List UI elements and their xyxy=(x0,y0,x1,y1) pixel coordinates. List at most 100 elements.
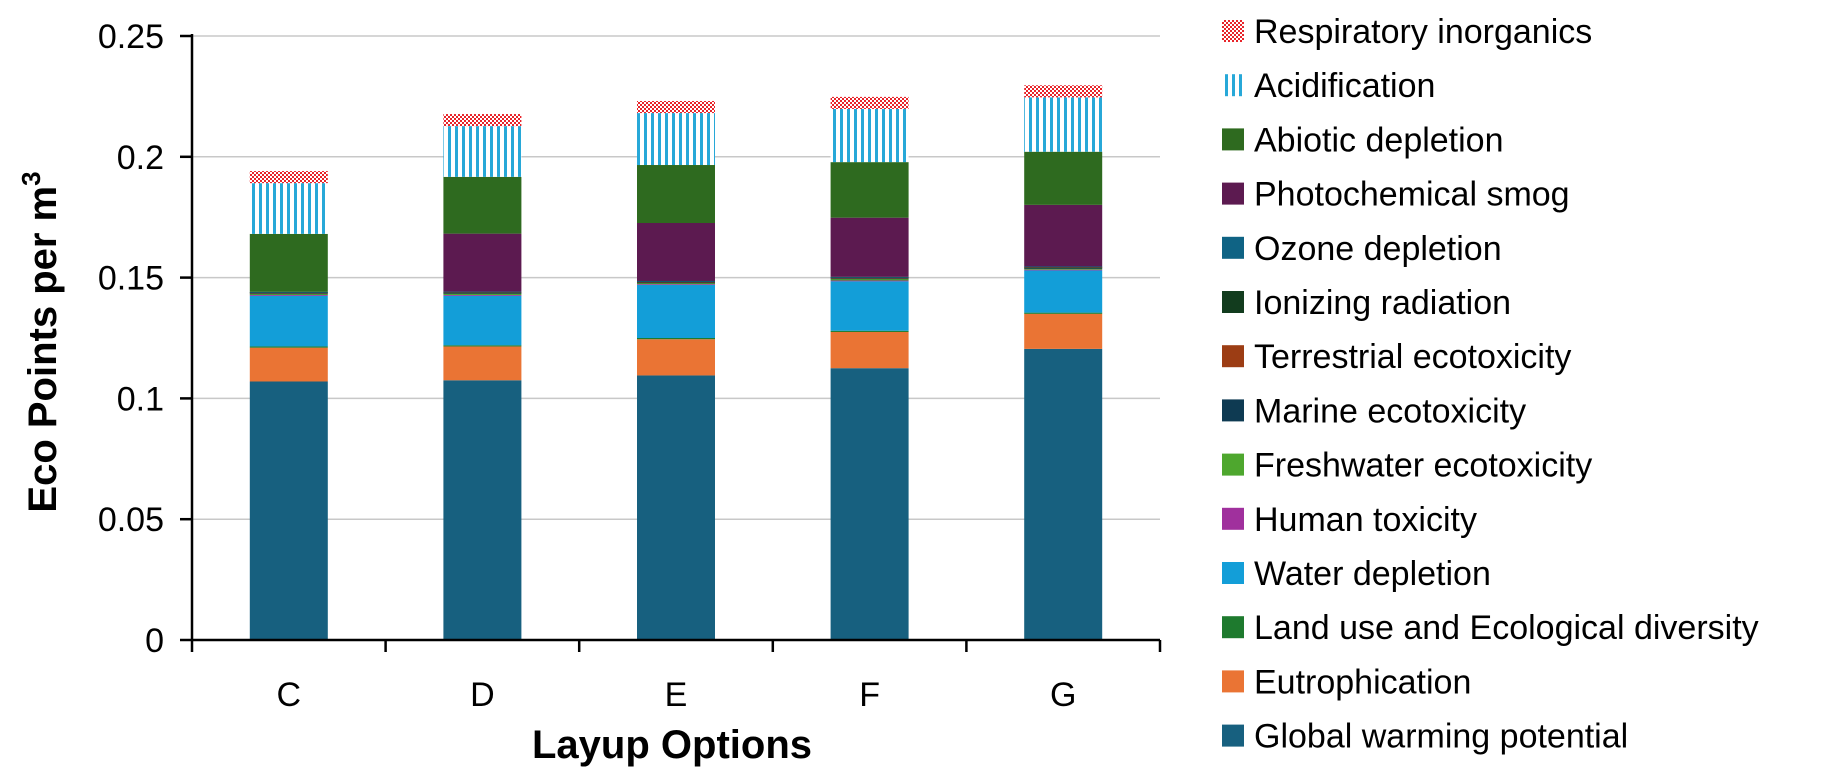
y-axis-title-superscript: 3 xyxy=(16,171,46,185)
legend-label: Eutrophication xyxy=(1254,663,1471,701)
bar-segment xyxy=(443,114,522,127)
y-tick-label: 0.1 xyxy=(117,380,164,418)
x-tick-label: C xyxy=(277,676,302,714)
y-tick-label: 0.05 xyxy=(98,501,164,539)
bar-segment xyxy=(830,281,909,331)
bar-segment xyxy=(830,278,909,281)
legend: Respiratory inorganics Acidification Abiot… xyxy=(1222,13,1759,756)
bar-segment xyxy=(1024,151,1103,205)
bars xyxy=(249,85,1103,640)
legend-item: Global warming potential xyxy=(1222,718,1628,756)
bar-segment xyxy=(443,233,522,292)
bar-segment xyxy=(637,165,715,223)
bar-segment xyxy=(830,368,909,640)
bar-segment xyxy=(637,282,715,285)
legend-label: Marine ecotoxicity xyxy=(1254,392,1526,430)
axes xyxy=(190,34,1162,652)
bar-segment xyxy=(443,380,522,640)
bar-segment xyxy=(1024,266,1103,268)
bar-segment xyxy=(249,381,328,640)
bar-segment xyxy=(1024,268,1103,270)
legend-item: Terrestrial ecotoxicity xyxy=(1222,338,1571,376)
bar-segment xyxy=(1024,312,1103,314)
y-tick-label: 0 xyxy=(145,622,164,660)
legend-swatch xyxy=(1222,74,1244,97)
legend-swatch xyxy=(1222,345,1244,368)
bar-stack-C xyxy=(249,171,328,640)
bar-stack-F xyxy=(830,96,909,640)
bar-segment xyxy=(1024,348,1103,640)
y-tick-label: 0.2 xyxy=(117,139,164,177)
legend-label: Photochemical smog xyxy=(1254,176,1570,214)
legend-swatch xyxy=(1222,507,1244,530)
y-axis-title-main: Eco Points per m xyxy=(21,186,65,513)
bar-segment xyxy=(249,294,328,296)
legend-swatch xyxy=(1222,562,1244,584)
bar-segment xyxy=(637,100,715,114)
legend-label: Acidification xyxy=(1254,67,1435,105)
bar-segment xyxy=(1024,267,1103,269)
bar-segment xyxy=(830,276,909,278)
x-axis-title: Layup Options xyxy=(532,723,812,767)
legend-swatch xyxy=(1222,453,1244,476)
bar-stack-G xyxy=(1024,85,1103,640)
bar-segment xyxy=(830,331,909,369)
legend-swatch xyxy=(1222,399,1244,422)
x-tick-label: G xyxy=(1050,676,1076,714)
legend-label: Terrestrial ecotoxicity xyxy=(1254,338,1571,376)
bar-segment xyxy=(443,176,522,234)
bar-segment xyxy=(443,345,522,347)
bar-segment xyxy=(637,280,715,282)
legend-label: Respiratory inorganics xyxy=(1254,13,1592,51)
bar-segment xyxy=(637,284,715,338)
bar-segment xyxy=(830,330,909,332)
bar-segment xyxy=(637,222,715,281)
bar-segment xyxy=(1024,97,1103,152)
bar-segment xyxy=(249,291,328,293)
bar-segment xyxy=(249,233,328,292)
bar-segment xyxy=(830,280,909,282)
legend-label: Water depletion xyxy=(1254,555,1491,593)
legend-item: Land use and Ecological diversity xyxy=(1222,609,1759,647)
legend-item: Acidification xyxy=(1222,67,1435,105)
y-tick-label: 0.25 xyxy=(98,18,164,56)
bar-segment xyxy=(830,96,909,109)
bar-segment xyxy=(830,277,909,279)
legend-swatch xyxy=(1222,128,1244,151)
bar-segment xyxy=(830,108,909,163)
bar-segment xyxy=(637,113,715,166)
bar-segment xyxy=(443,293,522,295)
tick-labels: 0 0.05 0.1 0.15 0.2 0.25 C D E F G xyxy=(98,18,1077,714)
legend-swatch xyxy=(1222,291,1244,313)
legend-label: Freshwater ecotoxicity xyxy=(1254,447,1592,485)
bar-segment xyxy=(830,278,909,280)
legend-label: Human toxicity xyxy=(1254,501,1477,539)
legend-label: Ionizing radiation xyxy=(1254,284,1511,322)
bar-stack-D xyxy=(443,114,522,640)
legend-swatch xyxy=(1222,670,1244,693)
bar-segment xyxy=(637,375,715,640)
bar-segment xyxy=(637,282,715,284)
y-tick-label: 0.15 xyxy=(98,260,164,298)
bar-segment xyxy=(830,217,909,277)
bar-segment xyxy=(1024,313,1103,349)
legend-item: Respiratory inorganics xyxy=(1222,13,1592,51)
legend-item: Ozone depletion xyxy=(1222,230,1502,268)
legend-label: Abiotic depletion xyxy=(1254,121,1504,159)
legend-item: Water depletion xyxy=(1222,555,1491,593)
bar-stack-E xyxy=(637,100,715,640)
legend-swatch xyxy=(1222,724,1244,747)
bar-segment xyxy=(1024,269,1103,271)
bar-segment xyxy=(1024,270,1103,313)
legend-swatch xyxy=(1222,616,1244,639)
legend-label: Global warming potential xyxy=(1254,718,1628,756)
bar-segment xyxy=(637,284,715,285)
legend-item: Abiotic depletion xyxy=(1222,121,1504,159)
legend-swatch xyxy=(1222,182,1244,205)
bar-segment xyxy=(637,338,715,340)
legend-item: Marine ecotoxicity xyxy=(1222,392,1526,430)
bar-segment xyxy=(1024,267,1103,269)
legend-label: Land use and Ecological diversity xyxy=(1254,609,1759,647)
